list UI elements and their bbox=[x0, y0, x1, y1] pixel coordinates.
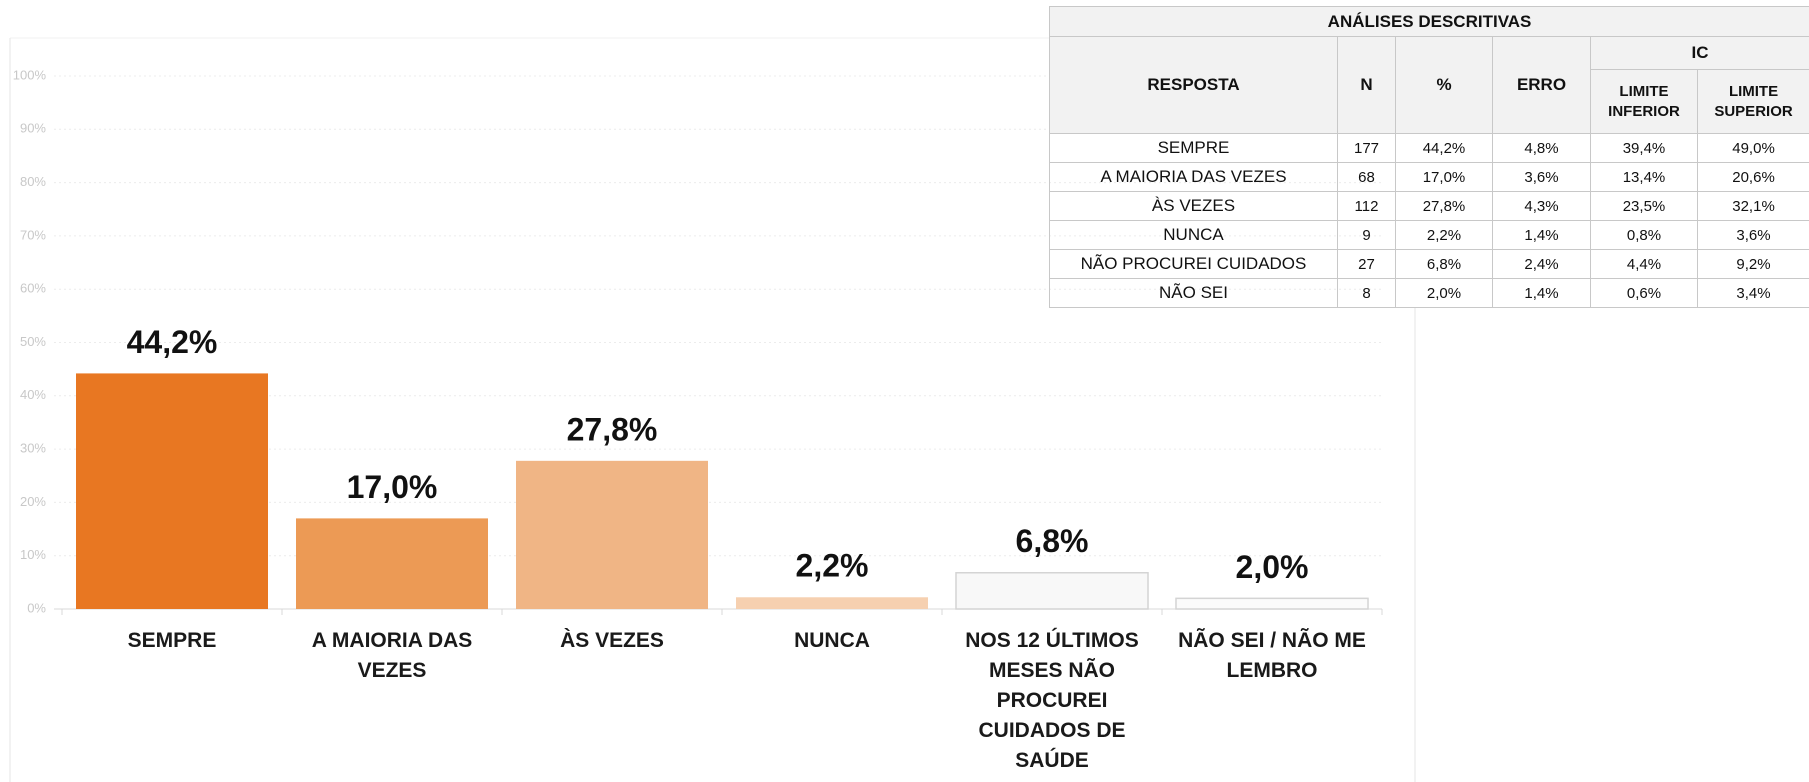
data-label: 6,8% bbox=[1016, 523, 1089, 559]
table-cell: 4,4% bbox=[1590, 249, 1698, 279]
table-cell: 1,4% bbox=[1492, 220, 1591, 250]
column-header: RESPOSTA bbox=[1049, 36, 1338, 134]
data-label: 2,0% bbox=[1236, 549, 1309, 585]
table-cell: 13,4% bbox=[1590, 162, 1698, 192]
table-cell: 2,4% bbox=[1492, 249, 1591, 279]
table-cell: A MAIORIA DAS VEZES bbox=[1049, 162, 1338, 192]
y-tick-label: 10% bbox=[20, 547, 46, 562]
table-cell: 9 bbox=[1337, 220, 1396, 250]
bar bbox=[736, 597, 928, 609]
y-tick-label: 90% bbox=[20, 121, 46, 136]
table-cell: 0,6% bbox=[1590, 278, 1698, 308]
bar bbox=[1175, 597, 1369, 610]
column-header: LIMITE INFERIOR bbox=[1590, 69, 1698, 134]
group-header: IC bbox=[1589, 36, 1809, 70]
bar bbox=[76, 373, 268, 609]
table-cell: 17,0% bbox=[1395, 162, 1493, 192]
y-tick-label: 30% bbox=[20, 441, 46, 456]
table-row: NUNCA 9 2,2% 1,4% 0,8% 3,6% bbox=[1049, 220, 1809, 250]
column-header: LIMITE SUPERIOR bbox=[1696, 69, 1809, 134]
table-cell: 44,2% bbox=[1395, 133, 1493, 163]
table-cell: 112 bbox=[1337, 191, 1396, 221]
bar bbox=[955, 572, 1149, 610]
table-row: ÀS VEZES 112 27,8% 4,3% 23,5% 32,1% bbox=[1049, 191, 1809, 221]
table-cell: 49,0% bbox=[1696, 133, 1809, 163]
x-tick-label: SEMPRE bbox=[127, 629, 217, 652]
table-cell: 2,0% bbox=[1395, 278, 1493, 308]
table-cell: 39,4% bbox=[1590, 133, 1698, 163]
table-row: NÃO PROCUREI CUIDADOS 27 6,8% 2,4% 4,4% 9,2% bbox=[1049, 249, 1809, 279]
table-cell: 27 bbox=[1337, 249, 1396, 279]
column-header: % bbox=[1395, 36, 1493, 134]
table-cell: 3,6% bbox=[1696, 220, 1809, 250]
table-row: NÃO SEI 8 2,0% 1,4% 0,6% 3,4% bbox=[1049, 278, 1809, 308]
table-row: A MAIORIA DAS VEZES 68 17,0% 3,6% 13,4% 20,6% bbox=[1049, 162, 1809, 192]
table-cell: 4,8% bbox=[1492, 133, 1591, 163]
data-label: 2,2% bbox=[796, 548, 869, 584]
table-cell: 8 bbox=[1337, 278, 1396, 308]
data-label: 44,2% bbox=[127, 324, 218, 360]
table-cell: 3,4% bbox=[1696, 278, 1809, 308]
table-cell: 23,5% bbox=[1590, 191, 1698, 221]
table-cell: NUNCA bbox=[1049, 220, 1338, 250]
bar bbox=[296, 518, 488, 609]
table-cell: 27,8% bbox=[1395, 191, 1493, 221]
table-cell: 3,6% bbox=[1492, 162, 1591, 192]
stats-table: ANÁLISES DESCRITIVAS RESPOSTA N % ERRO I… bbox=[1048, 6, 1809, 308]
x-tick-label: NÃO SEI / NÃO ME LEMBRO bbox=[1178, 629, 1366, 682]
column-header: N bbox=[1337, 36, 1396, 134]
table-cell: 177 bbox=[1337, 133, 1396, 163]
table-cell: 6,8% bbox=[1395, 249, 1493, 279]
bar bbox=[516, 460, 708, 609]
table-cell: SEMPRE bbox=[1049, 133, 1338, 163]
x-tick-label: ÀS VEZES bbox=[560, 629, 664, 652]
x-tick-label: A MAIORIA DAS VEZES bbox=[311, 629, 473, 682]
y-tick-label: 20% bbox=[20, 494, 46, 509]
data-label: 27,8% bbox=[567, 411, 658, 447]
table: ANÁLISES DESCRITIVAS RESPOSTA N % ERRO I… bbox=[1048, 6, 1809, 308]
table-cell: NÃO SEI bbox=[1049, 278, 1338, 308]
y-tick-label: 100% bbox=[13, 67, 47, 82]
y-tick-label: 50% bbox=[20, 334, 46, 349]
table-title: ANÁLISES DESCRITIVAS bbox=[1048, 6, 1809, 37]
table-cell: 68 bbox=[1337, 162, 1396, 192]
table-cell: 0,8% bbox=[1590, 220, 1698, 250]
y-tick-label: 70% bbox=[20, 227, 46, 242]
y-tick-label: 0% bbox=[27, 600, 46, 615]
table-cell: 2,2% bbox=[1395, 220, 1493, 250]
column-header: ERRO bbox=[1492, 36, 1591, 134]
y-tick-label: 40% bbox=[20, 387, 46, 402]
table-row: SEMPRE 177 44,2% 4,8% 39,4% 49,0% bbox=[1049, 133, 1809, 163]
table-cell: 32,1% bbox=[1696, 191, 1809, 221]
x-tick-label: NOS 12 ÚLTIMOS MESES NÃO PROCUREI CUIDAD… bbox=[965, 629, 1139, 772]
table-cell: 9,2% bbox=[1696, 249, 1809, 279]
x-tick-label: NUNCA bbox=[794, 629, 870, 652]
data-label: 17,0% bbox=[347, 469, 438, 505]
table-cell: 20,6% bbox=[1696, 162, 1809, 192]
table-cell: NÃO PROCUREI CUIDADOS bbox=[1049, 249, 1338, 279]
y-tick-label: 60% bbox=[20, 281, 46, 296]
table-cell: 4,3% bbox=[1492, 191, 1591, 221]
table-cell: 1,4% bbox=[1492, 278, 1591, 308]
table-cell: ÀS VEZES bbox=[1049, 191, 1338, 221]
y-tick-label: 80% bbox=[20, 174, 46, 189]
